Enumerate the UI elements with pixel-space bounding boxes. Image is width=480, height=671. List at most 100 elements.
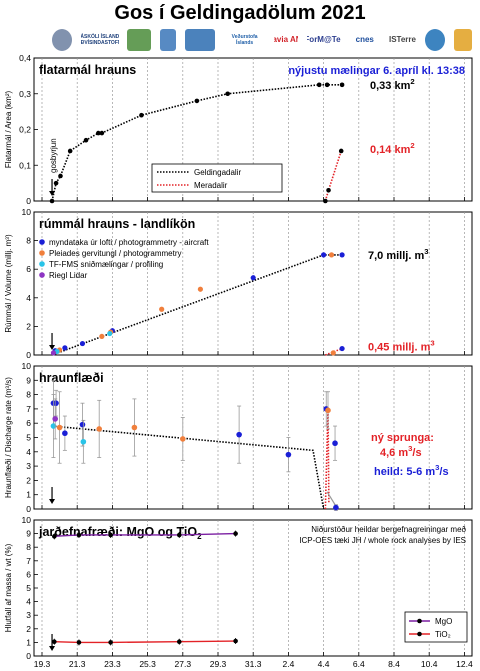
- point-tio2: [76, 640, 82, 645]
- point-pleiades: [96, 426, 102, 432]
- series-line-tio2: [54, 640, 236, 644]
- y-tick-label: 3: [26, 461, 31, 471]
- x-tick-label: 27.3: [175, 659, 192, 669]
- legend-marker-aircraft: [39, 239, 45, 245]
- eruption-start-label: gosbyrjun: [49, 138, 58, 173]
- trend-geldingadalir: [51, 254, 343, 356]
- cnes-logo: cnes: [355, 35, 374, 44]
- y-tick-label: 1: [26, 637, 31, 647]
- x-tick-label: 19.3: [34, 659, 51, 669]
- formator-logo: ForM@Ter: [307, 35, 341, 44]
- point-aircraft: [79, 421, 86, 428]
- point-tio2: [108, 640, 113, 645]
- data-point: [339, 82, 345, 88]
- analysis-note-line-2: ICP-OES tæki JH / whole rock analyses by…: [299, 536, 466, 545]
- page-title: Gos í Geldingadölum 2021: [114, 2, 366, 24]
- data-point: [99, 130, 105, 136]
- point-aircraft: [62, 430, 68, 437]
- point-aircraft: [53, 400, 59, 406]
- isavia-logo: isavia ANS: [274, 35, 298, 44]
- point-aircraft: [285, 451, 292, 458]
- x-tick-label: 31.3: [245, 659, 262, 669]
- data-point: [338, 148, 344, 154]
- y-tick-label: 8: [26, 236, 31, 246]
- legend-marker-tio2: [417, 631, 422, 637]
- legend-box: [151, 163, 283, 193]
- point-tio2: [233, 638, 238, 644]
- point-aircraft: [339, 252, 345, 258]
- x-tick-label: 8.4: [388, 659, 400, 669]
- point-aircraft: [236, 431, 242, 438]
- panel-title: flatarmál hrauns: [39, 63, 136, 77]
- data-point: [58, 173, 63, 179]
- data-point: [323, 198, 328, 204]
- legend-label-aircraft: myndataka úr lofti / photogrammetry - ai…: [49, 238, 209, 247]
- y-tick-label: 2: [26, 624, 31, 634]
- panel-title: hraunflæði: [39, 371, 104, 385]
- point-riegl: [50, 350, 57, 356]
- x-tick-label: 12.4: [456, 659, 473, 669]
- y-tick-label: 0,4: [19, 53, 31, 63]
- point-tf-fms: [107, 330, 113, 337]
- x-tick-label: 4.4: [318, 659, 330, 669]
- isterre-logo: ISTerre: [388, 35, 416, 44]
- point-pleiades: [56, 424, 63, 431]
- legend-label-tio2: TiO₂: [435, 630, 451, 639]
- hi-logo: HÁSKÓLI ÍSLANDS JARÐVÍSINDASTOFNUN: [80, 34, 119, 46]
- trend-total: [51, 425, 325, 510]
- start-arrow-head: [49, 646, 56, 651]
- x-tick-label: 29.3: [210, 659, 227, 669]
- y-tick-label: 9: [26, 375, 31, 385]
- legend-marker-tf-fms: [39, 261, 45, 267]
- point-mgo: [233, 531, 238, 536]
- point-pleiades: [325, 407, 331, 414]
- panel-3: 0 1 2 3 4 5 6 7 8 9 10 Hraunflæði / Discharge rate …: [4, 361, 473, 514]
- y-axis-label: Hraunflæði / Discharge rate (m³/s): [4, 377, 13, 498]
- legend-label-riegl: Riegl Lidar: [49, 271, 88, 280]
- x-tick-label: 21.3: [69, 659, 86, 669]
- y-tick-label: 1: [26, 490, 31, 500]
- point-pleiades: [99, 333, 105, 340]
- data-point: [53, 180, 59, 186]
- point-tio2: [52, 639, 57, 645]
- panel-title: jarðefnafræði: MgO og TiO2: [38, 525, 202, 541]
- end-label-geldingadalir: 0,33 km2: [370, 77, 415, 92]
- y-tick-label: 0: [26, 196, 31, 206]
- end-label-geldingadalir: 7,0 millj. m3: [368, 247, 429, 262]
- logo-strip: HÁSKÓLI ÍSLANDS JARÐVÍSINDASTOFNUN Veðurs…: [52, 28, 472, 52]
- legend-marker-riegl: [39, 272, 45, 278]
- y-tick-label: 7: [26, 404, 31, 414]
- start-arrow-head: [49, 191, 56, 196]
- vi-logo: [184, 29, 215, 51]
- legend-marker-mgo: [417, 618, 422, 624]
- y-tick-label: 6: [26, 569, 31, 579]
- y-tick-label: 2: [26, 321, 31, 331]
- ni-logo: [127, 29, 152, 51]
- x-tick-label: 6.4: [353, 659, 365, 669]
- y-tick-label: 7: [26, 556, 31, 566]
- point-aircraft: [79, 340, 86, 347]
- data-point: [96, 130, 101, 136]
- new-fissure-label: ný sprunga:: [371, 432, 434, 444]
- end-label-meradalir: 0,14 km2: [370, 141, 415, 156]
- x-tick-label: 10.4: [421, 659, 438, 669]
- data-point: [83, 137, 89, 143]
- panel-2: 0 2 4 6 8 10 Rúmmál / Volume (millj. m³) rúmmál…: [4, 207, 473, 360]
- iav-logo: [453, 29, 472, 51]
- point-pleiades: [330, 350, 336, 356]
- point-aircraft: [332, 440, 338, 447]
- y-tick-label: 10: [22, 361, 32, 371]
- lmi-logo: [160, 29, 177, 51]
- y-axis-label: Hlutfall af massa / wt (%): [4, 543, 13, 632]
- y-tick-label: 0: [26, 350, 31, 360]
- panel-title: rúmmál hrauns - landlíkön: [39, 217, 195, 231]
- point-pleiades: [131, 424, 138, 431]
- legend: Geldingadalir Meradalir: [151, 163, 283, 193]
- y-tick-label: 0: [26, 504, 31, 514]
- data-point: [324, 82, 330, 88]
- data-point: [67, 148, 73, 154]
- panel-1: 0 0,1 0,2 0,3 0,4 Flatarmál / Area (km²) flata…: [4, 53, 473, 206]
- y-tick-label: 4: [26, 293, 31, 303]
- end-label-meradalir: 0,45 millj. m3: [368, 339, 435, 354]
- lmv-logo: [425, 29, 446, 51]
